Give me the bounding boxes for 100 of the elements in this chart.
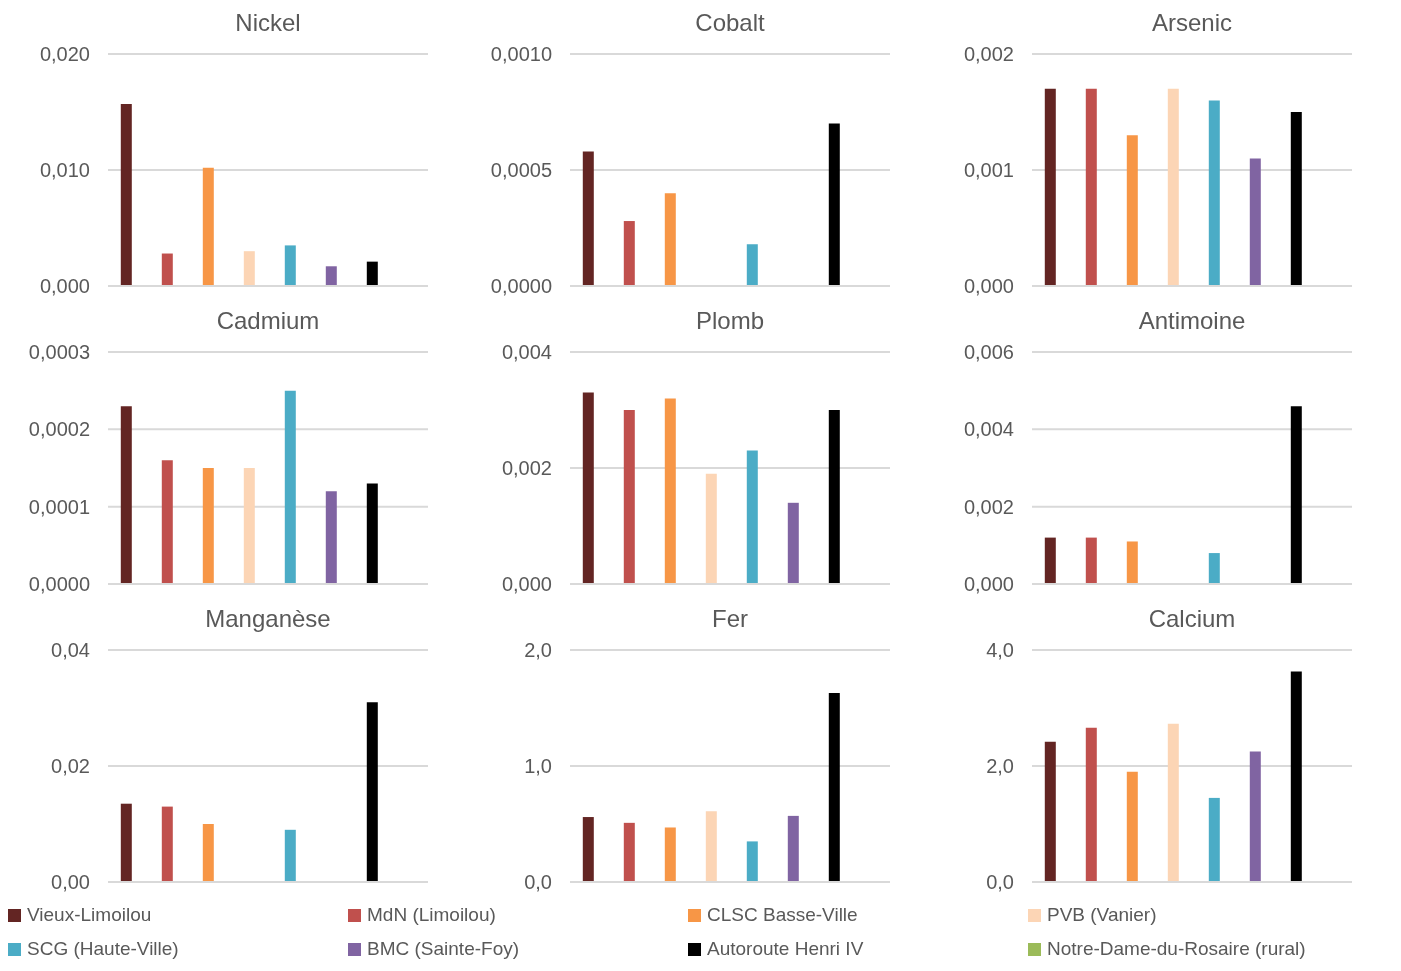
y-tick-label: 1,0 (524, 755, 552, 778)
y-tick-label: 0,04 (51, 639, 90, 662)
y-tick-label: 0,000 (39, 275, 90, 298)
bar (284, 245, 296, 286)
y-tick-label: 0,002 (963, 495, 1014, 518)
bar (582, 392, 594, 584)
y-tick-label: 0,0002 (28, 418, 90, 441)
bar (1126, 135, 1138, 286)
y-tick-label: 2,0 (986, 755, 1014, 778)
y-tick-label: 0,006 (963, 341, 1014, 364)
bar (366, 483, 378, 584)
bar (623, 822, 635, 882)
bar (325, 266, 337, 286)
legend-label: Autoroute Henri IV (707, 938, 864, 960)
legend-label: Notre-Dame-du-Rosaire (rural) (1047, 938, 1306, 960)
chart-title: Cobalt (694, 8, 766, 38)
bar (202, 468, 214, 584)
chart-title: Nickel (234, 8, 302, 38)
bar (787, 502, 799, 584)
y-tick-label: 0,02 (51, 755, 90, 778)
y-tick-label: 0,010 (39, 159, 90, 182)
y-tick-label: 0,0010 (490, 43, 552, 66)
y-tick-label: 0,0001 (28, 495, 90, 518)
bar (161, 460, 173, 584)
chart-title: Manganèse (204, 604, 332, 634)
legend-label: PVB (Vanier) (1047, 904, 1157, 926)
y-tick-label: 2,0 (524, 639, 552, 662)
y-tick-label: 0,0000 (28, 573, 90, 596)
bar (582, 151, 594, 286)
bar (120, 103, 132, 286)
bar (623, 221, 635, 286)
bar (664, 827, 676, 882)
y-tick-label: 0,020 (39, 43, 90, 66)
y-tick-label: 0,004 (501, 341, 552, 364)
legend-label: SCG (Haute-Ville) (27, 938, 179, 960)
y-tick-label: 0,001 (963, 159, 1014, 182)
bar (1290, 671, 1302, 882)
chart-title: Arsenic (1151, 8, 1233, 38)
bar (582, 817, 594, 882)
y-tick-label: 0,004 (963, 418, 1014, 441)
chart-title: Calcium (1147, 604, 1237, 634)
bar (243, 251, 255, 286)
bar (746, 841, 758, 882)
bar (120, 406, 132, 584)
bar (366, 702, 378, 882)
bar (705, 473, 717, 584)
bar (120, 803, 132, 882)
bar (284, 829, 296, 882)
y-tick-label: 0,0 (986, 871, 1014, 894)
chart-title: Antimoine (1137, 306, 1247, 336)
bar (1249, 158, 1261, 286)
chart-title: Plomb (695, 306, 765, 336)
bar (202, 824, 214, 882)
bar (243, 468, 255, 584)
legend-label: CLSC Basse-Ville (707, 904, 858, 926)
bar (746, 450, 758, 584)
y-tick-label: 4,0 (986, 639, 1014, 662)
y-tick-label: 0,002 (963, 43, 1014, 66)
bar (284, 390, 296, 584)
bar (1044, 537, 1056, 584)
bar (1290, 112, 1302, 286)
y-tick-label: 0,0 (524, 871, 552, 894)
bar (1085, 88, 1097, 286)
legend-label: BMC (Sainte-Foy) (367, 938, 520, 960)
bar (787, 815, 799, 882)
bar (161, 806, 173, 882)
bar (664, 193, 676, 286)
legend-label: Vieux-Limoilou (27, 904, 152, 926)
bar (1085, 537, 1097, 584)
y-tick-label: 0,0000 (490, 275, 552, 298)
bar (1044, 741, 1056, 882)
bar (366, 261, 378, 286)
bar (828, 410, 840, 584)
y-tick-label: 0,0005 (490, 159, 552, 182)
bar (623, 410, 635, 584)
bar (202, 167, 214, 286)
bar (1126, 541, 1138, 584)
bar (1249, 751, 1261, 882)
bar (1126, 771, 1138, 882)
y-tick-label: 0,000 (963, 573, 1014, 596)
bar (664, 398, 676, 584)
bar (1208, 100, 1220, 286)
chart-title: Cadmium (215, 306, 321, 336)
bar (705, 811, 717, 882)
legend-label: MdN (Limoilou) (367, 904, 496, 926)
bar (1085, 727, 1097, 882)
y-tick-label: 0,000 (501, 573, 552, 596)
bar (325, 491, 337, 584)
bar (161, 253, 173, 286)
y-tick-label: 0,000 (963, 275, 1014, 298)
bar (1167, 88, 1179, 286)
y-tick-label: 0,0003 (28, 341, 90, 364)
bar (828, 123, 840, 286)
bar (746, 244, 758, 286)
bar (1208, 797, 1220, 882)
bar (1044, 88, 1056, 286)
chart-title: Fer (711, 604, 749, 634)
bar (828, 692, 840, 882)
bar (1208, 553, 1220, 584)
bar (1167, 723, 1179, 882)
